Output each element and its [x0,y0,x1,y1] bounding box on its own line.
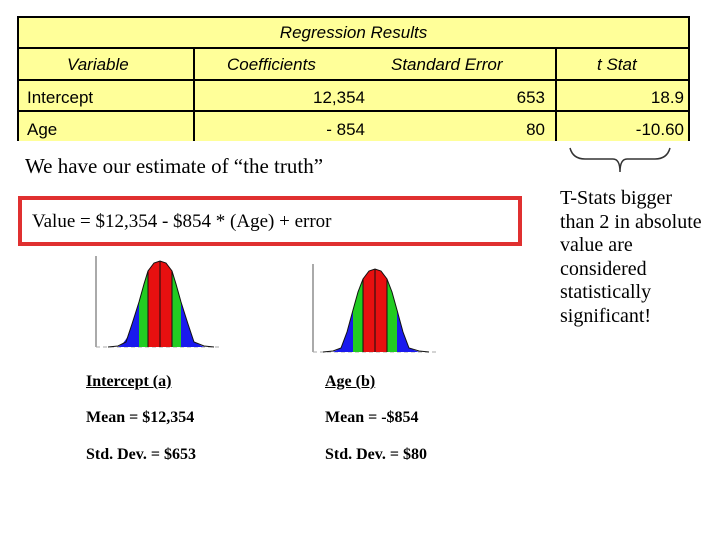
row-intercept-t-stat: 18.9 [650,88,684,107]
title-divider [19,47,688,49]
t-stat-bracket [569,147,671,173]
intercept-distribution-curve [95,256,220,348]
age-std-dev: Std. Dev. = $80 [325,446,428,463]
header-standard-error: Standard Error [391,55,503,74]
header-divider [19,79,688,81]
row-divider [19,110,688,112]
truth-statement: We have our estimate of “the truth” [25,154,324,178]
column-divider [555,48,557,141]
intercept-mean: Mean = $12,354 [86,409,195,426]
age-distribution-curve [312,264,437,353]
regression-equation: Value = $12,354 - $854 * (Age) + error [32,211,332,232]
row-age-t-stat: -10.60 [635,120,684,139]
row-intercept-coefficient: 12,354 [313,88,365,107]
intercept-std-dev: Std. Dev. = $653 [86,446,197,463]
age-mean: Mean = -$854 [325,409,419,426]
age-label: Age (b) [325,373,376,390]
header-t-stat: t Stat [597,55,637,74]
regression-results-table: Regression Results Variable Coefficients… [17,16,690,141]
header-coefficients: Coefficients [227,55,316,74]
header-variable: Variable [67,55,129,74]
row-age-std-error: 80 [526,120,545,139]
row-age-variable: Age [27,120,58,139]
row-intercept-std-error: 653 [516,88,545,107]
intercept-label: Intercept (a) [86,373,172,390]
table-title: Regression Results [279,23,428,42]
equation-box: Value = $12,354 - $854 * (Age) + error [18,196,522,246]
column-divider [193,48,195,141]
t-stat-note: T-Stats bigger than 2 in absolute value … [560,187,702,327]
row-age-coefficient: - 854 [326,120,365,139]
row-intercept-variable: Intercept [27,88,94,107]
